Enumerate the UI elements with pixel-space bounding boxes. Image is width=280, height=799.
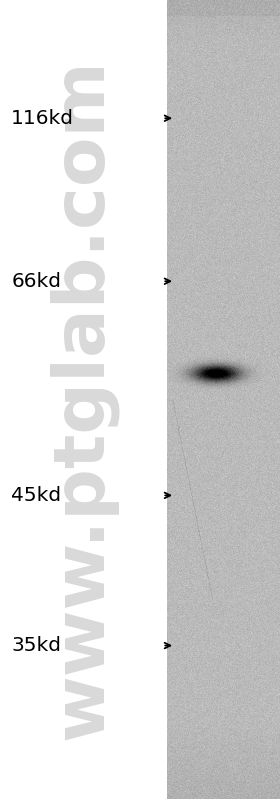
Bar xyxy=(0,0,167,799)
Text: 66kd: 66kd xyxy=(11,272,61,291)
Text: 45kd: 45kd xyxy=(11,486,61,505)
Text: www.ptglab.com: www.ptglab.com xyxy=(48,58,117,741)
Text: 35kd: 35kd xyxy=(11,636,61,655)
Text: 116kd: 116kd xyxy=(11,109,74,128)
